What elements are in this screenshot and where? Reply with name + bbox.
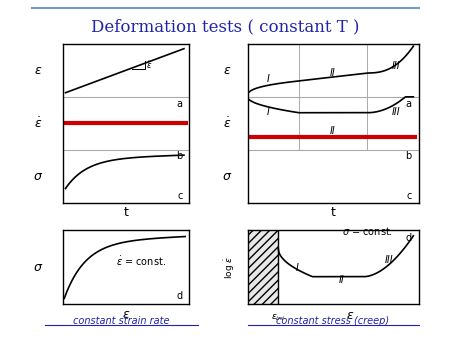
Text: III: III [392,107,400,117]
Text: $\log\,\dot{\epsilon}$: $\log\,\dot{\epsilon}$ [223,256,238,279]
Text: $\dot{\epsilon}$: $\dot{\epsilon}$ [146,58,153,71]
Text: c: c [177,191,183,201]
Text: $\sigma$: $\sigma$ [33,170,43,183]
Text: $\epsilon$: $\epsilon$ [223,64,231,77]
Text: II: II [330,126,336,137]
Bar [248,230,278,304]
Text: I: I [266,107,270,117]
Text: III: III [392,62,400,71]
Text: $\dot{\epsilon}$: $\dot{\epsilon}$ [223,116,231,131]
Text: a: a [177,99,183,109]
Text: t: t [331,206,335,218]
Text: $\sigma$: $\sigma$ [33,261,43,273]
Text: $\epsilon_{ini}$: $\epsilon_{ini}$ [271,312,285,322]
Text: $\dot{\epsilon}$ = const.: $\dot{\epsilon}$ = const. [116,255,166,268]
Text: Deformation tests ( constant T ): Deformation tests ( constant T ) [91,19,359,35]
Text: II: II [330,68,336,78]
Text: I: I [296,263,298,273]
Text: constant strain rate: constant strain rate [73,316,170,326]
Text: d: d [405,233,412,243]
Text: I: I [266,74,270,84]
Text: c: c [406,191,412,201]
Text: $\epsilon$: $\epsilon$ [122,308,130,320]
Text: d: d [176,291,183,301]
Text: $\epsilon$: $\epsilon$ [346,309,354,322]
Text: a: a [405,99,412,109]
Text: $\sigma$ = const.: $\sigma$ = const. [342,225,393,237]
Text: III: III [385,255,394,265]
Text: $\sigma$: $\sigma$ [222,170,232,183]
Text: b: b [176,151,183,161]
Text: $\dot{\epsilon}$: $\dot{\epsilon}$ [34,116,42,131]
Text: $\epsilon$: $\epsilon$ [34,64,42,77]
Text: t: t [124,206,128,218]
Text: II: II [339,275,344,285]
Text: constant stress (creep): constant stress (creep) [276,316,390,326]
Text: b: b [405,151,412,161]
